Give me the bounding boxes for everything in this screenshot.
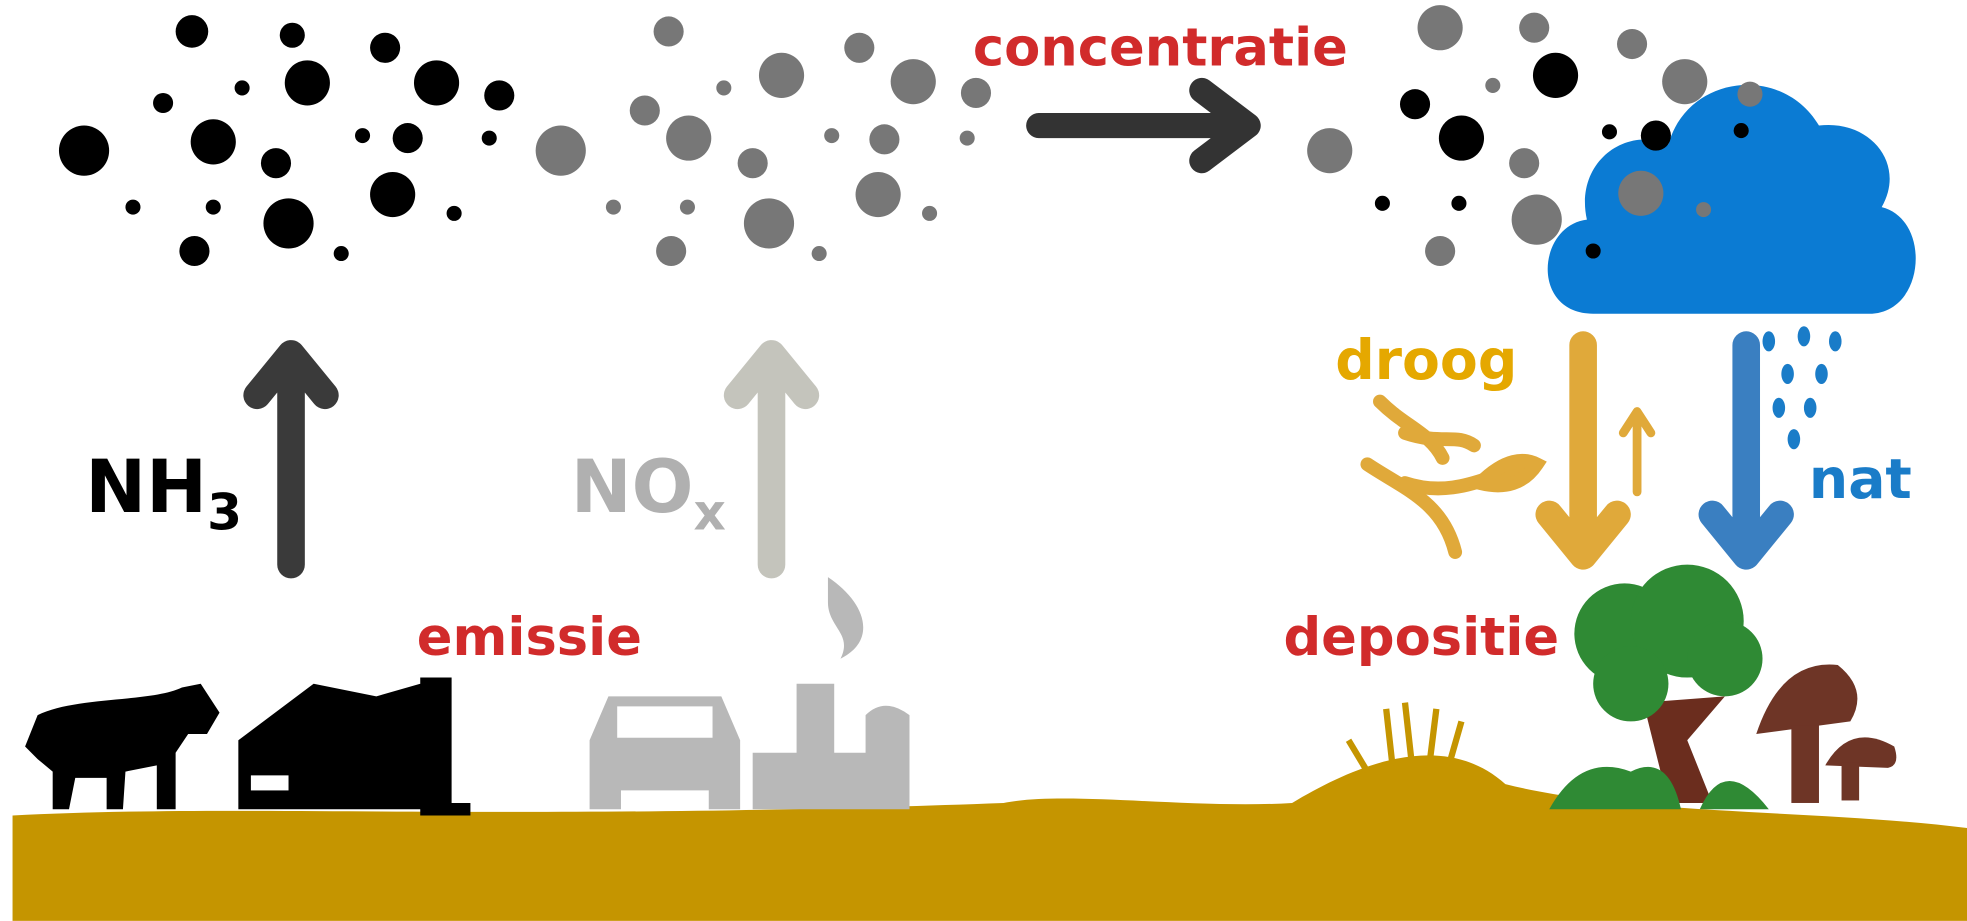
mushrooms — [1756, 664, 1896, 802]
dry-label: droog — [1335, 329, 1517, 393]
car-window — [617, 706, 712, 737]
deposition-label: depositie — [1283, 607, 1559, 668]
arrows — [257, 90, 1780, 564]
ammonia-particles — [59, 15, 514, 266]
factory — [753, 577, 910, 809]
diagram: concentratie emissie depositie droog nat… — [0, 0, 1967, 921]
subscript: 3 — [207, 482, 242, 541]
formula: NO — [571, 445, 694, 530]
concentration-label: concentratie — [973, 17, 1348, 78]
nh3-label: NH3 — [85, 445, 242, 542]
cow — [25, 684, 219, 809]
nox-label: NOx — [571, 445, 726, 542]
barn-window — [251, 775, 289, 790]
subscript: x — [694, 482, 726, 541]
rain — [1763, 326, 1842, 449]
cloud — [1548, 85, 1916, 314]
emission-label: emissie — [417, 607, 642, 668]
wind — [1367, 402, 1536, 553]
barn — [238, 678, 470, 816]
formula: NH — [85, 445, 207, 530]
tree — [1549, 565, 1769, 810]
nox-particles — [536, 16, 991, 266]
wet-label: nat — [1809, 448, 1912, 512]
